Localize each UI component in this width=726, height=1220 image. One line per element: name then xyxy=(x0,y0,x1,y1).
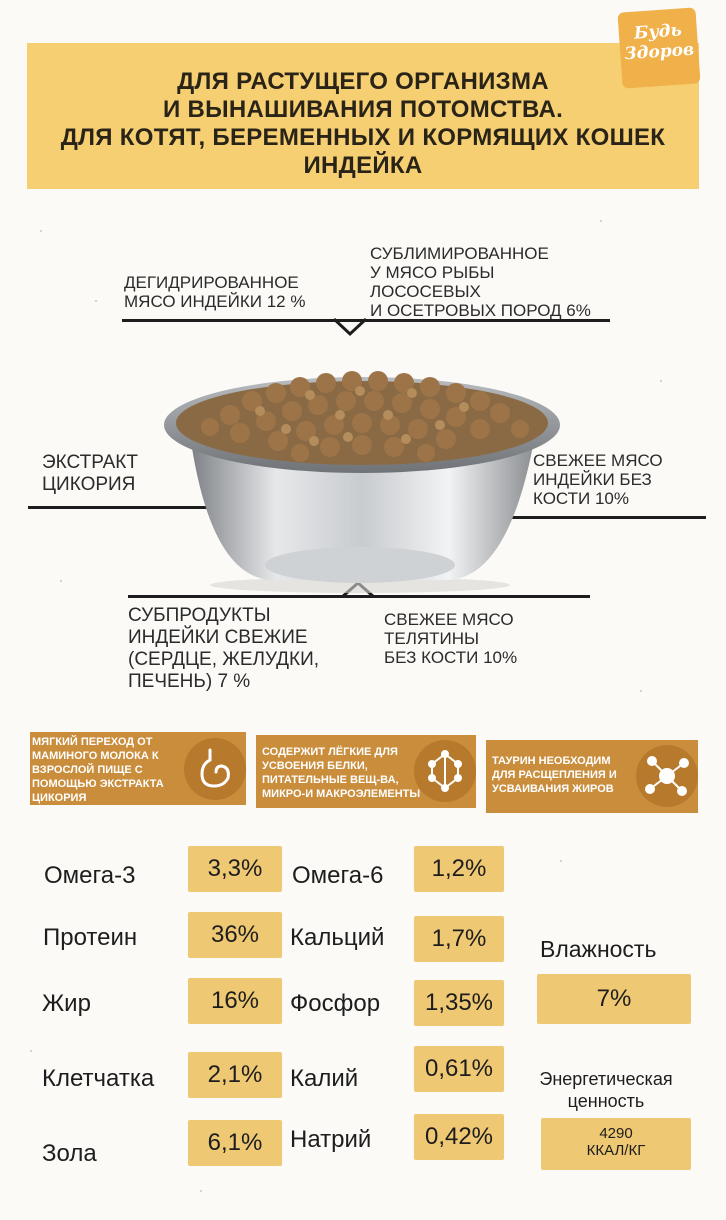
nutrient-value-omega6: 1,2% xyxy=(414,846,504,892)
ingredient-line: ЭКСТРАКТ xyxy=(42,452,138,473)
speck xyxy=(200,1190,202,1192)
ingredient-line: У МЯСО РЫБЫ xyxy=(370,263,495,282)
benefit-text: СОДЕРЖИТ ЛЁГКИЕ ДЛЯ УСВОЕНИЯ БЕЛКИ, ПИТА… xyxy=(262,745,422,801)
nutrient-label-potassium: Калий xyxy=(290,1065,359,1092)
header-banner xyxy=(27,43,699,189)
molecule-icon xyxy=(414,740,476,802)
speck xyxy=(560,860,562,862)
energy-label-line: Энергетическая xyxy=(539,1069,673,1089)
ingredient-line: ЦИКОРИЯ xyxy=(42,474,136,495)
benefit-line: ПИТАТЕЛЬНЫЕ ВЕЩ-ВА, xyxy=(262,774,399,786)
ingredient-line: КОСТИ 10% xyxy=(533,489,629,508)
moisture-label: Влажность xyxy=(540,936,657,962)
title-line: ДЛЯ РАСТУЩЕГО ОРГАНИЗМА xyxy=(177,68,549,95)
benefit-line: МЯГКИЙ ПЕРЕХОД ОТ xyxy=(32,736,153,748)
benefit-card-proteins: СОДЕРЖИТ ЛЁГКИЕ ДЛЯ УСВОЕНИЯ БЕЛКИ, ПИТА… xyxy=(256,735,476,808)
ingredient-line: СВЕЖЕЕ МЯСО xyxy=(384,610,514,629)
page-title: ДЛЯ РАСТУЩЕГО ОРГАНИЗМА И ВЫНАШИВАНИЯ ПО… xyxy=(27,68,699,180)
benefit-text: ТАУРИН НЕОБХОДИМ ДЛЯ РАСЩЕПЛЕНИЯ И УСВАИ… xyxy=(492,754,642,796)
speck xyxy=(40,230,42,232)
ingredient-line: ИНДЕЙКИ СВЕЖИЕ xyxy=(128,627,308,648)
speck xyxy=(60,580,62,582)
brand-logo: Будь Здоров xyxy=(617,7,701,89)
energy-value-line: 4290 xyxy=(599,1125,633,1142)
ingredient-fresh-turkey: СВЕЖЕЕ МЯСО ИНДЕЙКИ БЕЗ КОСТИ 10% xyxy=(533,451,663,508)
ingredient-line: СУБПРОДУКТЫ xyxy=(128,605,271,626)
nutrient-value-omega3: 3,3% xyxy=(188,846,282,892)
logo-line: Здоров xyxy=(623,39,695,65)
nutrient-value-potassium: 0,61% xyxy=(414,1046,504,1092)
nutrient-label-fiber: Клетчатка xyxy=(42,1065,155,1092)
ingredient-line: И ОСЕТРОВЫХ ПОРОД 6% xyxy=(370,301,591,320)
benefit-line: ДЛЯ РАСЩЕПЛЕНИЯ И xyxy=(492,769,617,781)
speck xyxy=(600,220,602,222)
pointer-notch xyxy=(332,318,368,337)
title-line: И ВЫНАШИВАНИЯ ПОТОМСТВА. xyxy=(162,96,564,123)
ingredient-veal: СВЕЖЕЕ МЯСО ТЕЛЯТИНЫ БЕЗ КОСТИ 10% xyxy=(384,610,517,667)
ingredient-line: СУБЛИМИРОВАННОЕ xyxy=(370,244,549,263)
speck xyxy=(660,380,662,382)
nutrient-label-ash: Зола xyxy=(42,1140,97,1167)
benefit-line: УСВАИВАНИЯ ЖИРОВ xyxy=(492,783,614,795)
energy-label: Энергетическая ценность xyxy=(516,1068,696,1112)
nutrient-label-omega6: Омега-6 xyxy=(292,862,384,889)
food-bowl-illustration xyxy=(150,335,570,595)
ingredient-line: (СЕРДЦЕ, ЖЕЛУДКИ, xyxy=(128,649,320,670)
nutrient-label-fat: Жир xyxy=(42,990,91,1017)
nutrient-label-omega3: Омега-3 xyxy=(44,862,136,889)
benefit-card-taurine: ТАУРИН НЕОБХОДИМ ДЛЯ РАСЩЕПЛЕНИЯ И УСВАИ… xyxy=(486,740,698,813)
stomach-icon xyxy=(184,738,246,800)
moisture-value: 7% xyxy=(537,974,691,1024)
speck xyxy=(95,300,97,302)
benefit-line: СОДЕРЖИТ ЛЁГКИЕ ДЛЯ xyxy=(262,746,398,758)
nutrient-value-sodium: 0,42% xyxy=(414,1114,504,1160)
ingredient-line: ПЕЧЕНЬ) 7 % xyxy=(128,671,251,692)
nutrient-label-sodium: Натрий xyxy=(290,1126,372,1153)
benefit-line: ТАУРИН НЕОБХОДИМ xyxy=(492,755,611,767)
ingredient-line: ДЕГИДРИРОВАННОЕ xyxy=(124,273,299,292)
nutrient-label-calcium: Кальций xyxy=(290,924,385,951)
ingredient-chicory: ЭКСТРАКТ ЦИКОРИЯ xyxy=(42,452,138,496)
nutrient-value-ash: 6,1% xyxy=(188,1120,282,1166)
divider-line xyxy=(28,506,238,509)
molecule-icon xyxy=(636,745,698,807)
nutrient-label-protein: Протеин xyxy=(43,924,138,951)
speck xyxy=(30,1050,32,1052)
ingredient-line: ЛОСОСЕВЫХ xyxy=(370,282,481,301)
ingredient-line: ТЕЛЯТИНЫ xyxy=(384,629,480,648)
benefit-card-chicory: МЯГКИЙ ПЕРЕХОД ОТ МАМИНОГО МОЛОКА К ВЗРО… xyxy=(30,732,246,805)
ingredient-freeze-dried-fish: СУБЛИМИРОВАННОЕ У МЯСО РЫБЫ ЛОСОСЕВЫХ И … xyxy=(370,244,591,320)
nutrient-value-fat: 16% xyxy=(188,978,282,1024)
nutrient-value-phosphorus: 1,35% xyxy=(414,980,504,1026)
title-line: ДЛЯ КОТЯТ, БЕРЕМЕННЫХ И КОРМЯЩИХ КОШЕК xyxy=(60,124,666,151)
title-line: ИНДЕЙКА xyxy=(303,152,423,179)
benefit-line: ЦИКОРИЯ xyxy=(32,792,87,804)
energy-value-line: ККАЛ/КГ xyxy=(586,1142,646,1159)
ingredient-line: МЯСО ИНДЕЙКИ 12 % xyxy=(124,292,306,311)
nutrient-value-calcium: 1,7% xyxy=(414,916,504,962)
energy-label-line: ценность xyxy=(567,1091,645,1111)
speck xyxy=(640,690,642,692)
benefit-line: МИКРО-И МАКРОЭЛЕМЕНТЫ xyxy=(262,788,421,800)
divider-line xyxy=(128,595,590,598)
nutrient-value-protein: 36% xyxy=(188,912,282,958)
divider-line xyxy=(500,516,706,519)
ingredient-line: БЕЗ КОСТИ 10% xyxy=(384,648,518,667)
benefit-text: МЯГКИЙ ПЕРЕХОД ОТ МАМИНОГО МОЛОКА К ВЗРО… xyxy=(32,735,182,805)
benefit-line: МАМИНОГО МОЛОКА К xyxy=(32,750,159,762)
nutrient-label-phosphorus: Фосфор xyxy=(290,990,381,1017)
energy-value: 4290 ККАЛ/КГ xyxy=(541,1118,691,1170)
nutrient-value-fiber: 2,1% xyxy=(188,1052,282,1098)
ingredient-offal: СУБПРОДУКТЫ ИНДЕЙКИ СВЕЖИЕ (СЕРДЦЕ, ЖЕЛУ… xyxy=(128,605,319,693)
benefit-line: УСВОЕНИЯ БЕЛКИ, xyxy=(262,760,368,772)
ingredient-dehydrated-turkey: ДЕГИДРИРОВАННОЕ МЯСО ИНДЕЙКИ 12 % xyxy=(124,273,305,311)
benefit-line: ВЗРОСЛОЙ ПИЩЕ С xyxy=(32,764,143,776)
benefit-line: ПОМОЩЬЮ ЭКСТРАКТА xyxy=(32,778,164,790)
ingredient-line: СВЕЖЕЕ МЯСО xyxy=(533,451,663,470)
ingredient-line: ИНДЕЙКИ БЕЗ xyxy=(533,470,652,489)
